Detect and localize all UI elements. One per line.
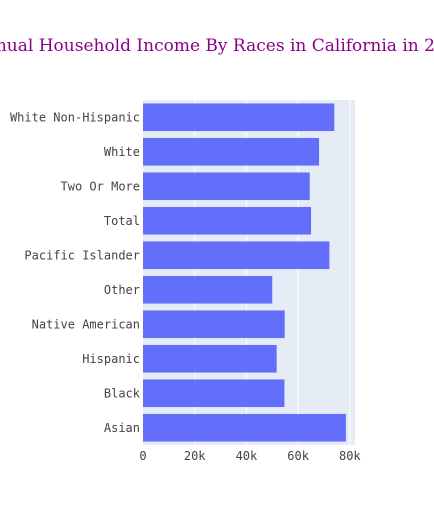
x-tick-label: 60k	[287, 449, 309, 463]
chart-title: Annual Household Income By Races in Cali…	[0, 36, 434, 56]
bar-two-or-more[interactable]	[143, 172, 310, 201]
y-tick-labels: Asian Black Hispanic Native American Other Pa…	[10, 110, 141, 435]
bar-black[interactable]	[143, 379, 285, 408]
y-tick-label: Native American	[32, 317, 140, 331]
y-tick-label: Black	[104, 386, 141, 400]
x-tick-label: 80k	[339, 449, 361, 463]
bar-asian[interactable]	[143, 413, 346, 442]
y-tick-label: White Non-Hispanic	[10, 110, 140, 124]
x-tick-label: 40k	[236, 449, 258, 463]
bar-total[interactable]	[143, 206, 312, 235]
y-tick-label: Total	[104, 214, 140, 228]
y-tick-label: Other	[104, 283, 140, 297]
x-tick-label: 0	[139, 449, 146, 463]
bar-native-american[interactable]	[143, 310, 285, 339]
x-tick-label: 20k	[184, 449, 206, 463]
y-tick-label: Hispanic	[82, 352, 140, 366]
y-tick-label: Two Or More	[61, 179, 140, 193]
bars	[143, 103, 346, 442]
bar-pacific-islander[interactable]	[143, 241, 330, 270]
bar-hispanic[interactable]	[143, 344, 277, 373]
bar-other[interactable]	[143, 275, 273, 304]
bar-white[interactable]	[143, 137, 320, 166]
x-tick-labels: 0 20k 40k 60k 80k	[139, 449, 361, 463]
bar-white-non-hispanic[interactable]	[143, 103, 335, 132]
y-tick-label: Pacific Islander	[24, 248, 140, 262]
y-tick-label: White	[104, 145, 140, 159]
y-tick-label: Asian	[104, 421, 140, 435]
